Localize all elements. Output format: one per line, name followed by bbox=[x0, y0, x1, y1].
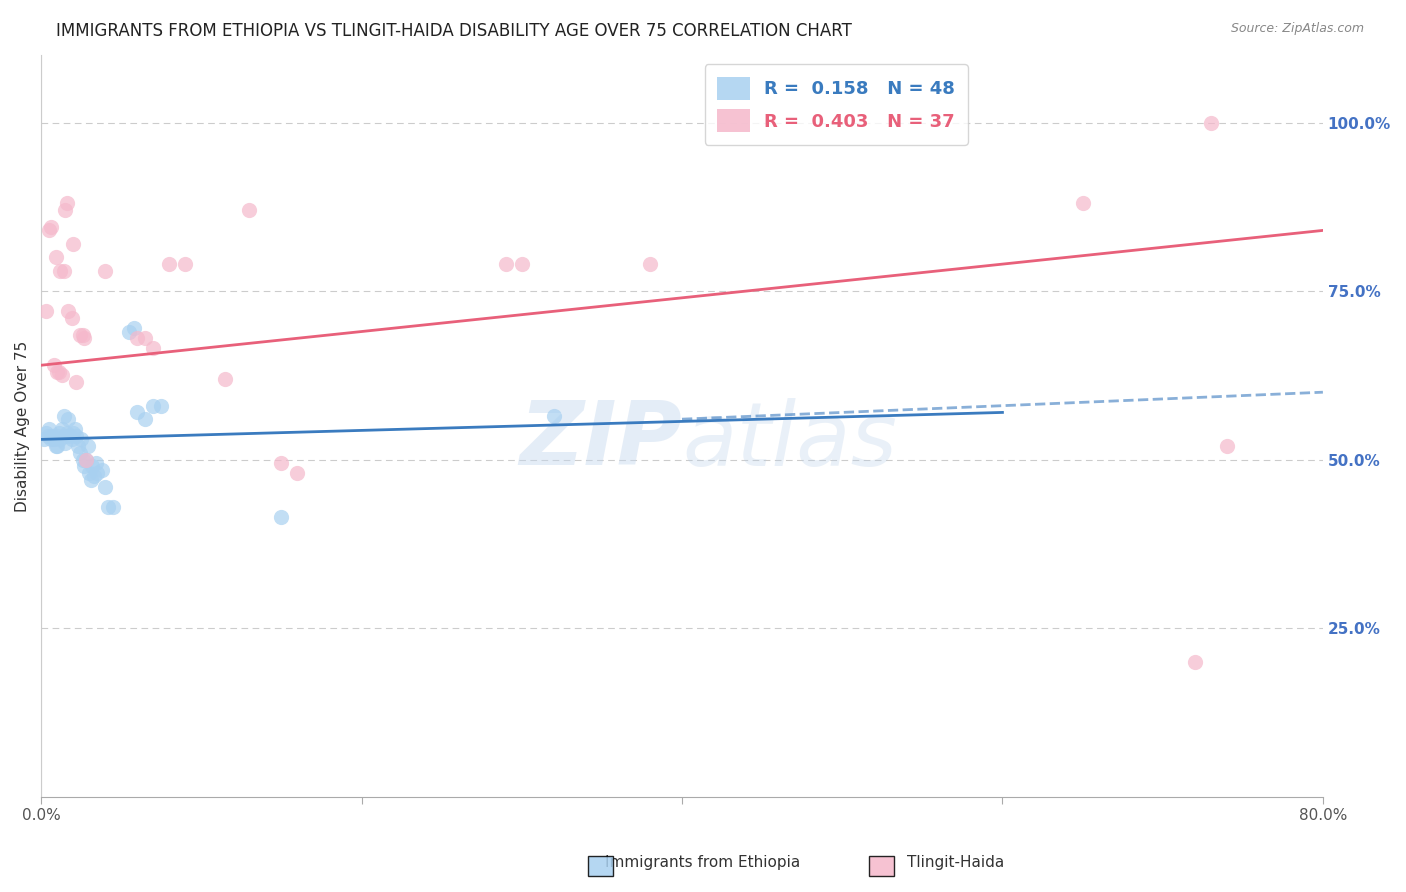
Point bbox=[49, 264, 72, 278]
Point bbox=[46, 439, 69, 453]
Text: Source: ZipAtlas.com: Source: ZipAtlas.com bbox=[1230, 22, 1364, 36]
Point bbox=[1071, 196, 1094, 211]
Point bbox=[142, 399, 165, 413]
Point bbox=[1216, 439, 1239, 453]
Point bbox=[118, 325, 141, 339]
Point bbox=[44, 439, 66, 453]
Point bbox=[58, 412, 80, 426]
Point bbox=[174, 257, 197, 271]
Point bbox=[41, 429, 63, 443]
Point bbox=[238, 203, 260, 218]
Point bbox=[97, 500, 120, 514]
Point bbox=[142, 342, 165, 356]
Point bbox=[39, 220, 62, 235]
Point bbox=[94, 264, 117, 278]
Point bbox=[287, 466, 309, 480]
Point bbox=[39, 433, 62, 447]
Point bbox=[46, 429, 69, 443]
Point bbox=[70, 433, 93, 447]
Text: atlas: atlas bbox=[682, 398, 897, 483]
Point bbox=[38, 223, 60, 237]
Point bbox=[76, 439, 98, 453]
Point bbox=[82, 459, 104, 474]
Point bbox=[55, 196, 77, 211]
Point bbox=[62, 236, 84, 251]
Point bbox=[157, 257, 180, 271]
Point bbox=[53, 435, 76, 450]
Legend: R =  0.158   N = 48, R =  0.403   N = 37: R = 0.158 N = 48, R = 0.403 N = 37 bbox=[704, 64, 967, 145]
Point bbox=[60, 311, 83, 326]
Point bbox=[66, 439, 89, 453]
Y-axis label: Disability Age Over 75: Disability Age Over 75 bbox=[15, 340, 30, 511]
Point bbox=[543, 409, 565, 423]
Point bbox=[72, 327, 94, 342]
Point bbox=[53, 203, 76, 218]
Point bbox=[65, 375, 87, 389]
Point bbox=[127, 405, 149, 419]
Point bbox=[37, 429, 59, 443]
Point bbox=[42, 358, 65, 372]
Point bbox=[34, 433, 56, 447]
Point bbox=[38, 422, 60, 436]
Point bbox=[51, 368, 73, 383]
Point bbox=[53, 429, 76, 443]
Point bbox=[75, 452, 97, 467]
Point bbox=[86, 466, 108, 480]
Point bbox=[91, 463, 114, 477]
Point bbox=[58, 304, 80, 318]
Point bbox=[65, 429, 87, 443]
Point bbox=[134, 331, 156, 345]
Point bbox=[35, 425, 58, 440]
Point bbox=[77, 466, 100, 480]
Point bbox=[150, 399, 173, 413]
Point bbox=[1184, 655, 1206, 669]
Point bbox=[49, 433, 72, 447]
Point bbox=[35, 304, 58, 318]
Point bbox=[72, 452, 94, 467]
Point bbox=[52, 264, 75, 278]
Point bbox=[44, 251, 66, 265]
Point bbox=[69, 446, 91, 460]
Text: IMMIGRANTS FROM ETHIOPIA VS TLINGIT-HAIDA DISABILITY AGE OVER 75 CORRELATION CHA: IMMIGRANTS FROM ETHIOPIA VS TLINGIT-HAID… bbox=[56, 22, 852, 40]
Point bbox=[83, 469, 105, 483]
Point bbox=[75, 452, 97, 467]
Point bbox=[51, 422, 73, 436]
Point bbox=[73, 459, 96, 474]
Point bbox=[48, 425, 70, 440]
Point bbox=[270, 509, 292, 524]
Point bbox=[94, 479, 117, 493]
Point bbox=[52, 409, 75, 423]
Point bbox=[46, 365, 69, 379]
Point bbox=[80, 473, 103, 487]
Point bbox=[73, 331, 96, 345]
Text: ZIP: ZIP bbox=[519, 397, 682, 484]
Point bbox=[42, 433, 65, 447]
Point bbox=[60, 433, 83, 447]
Point bbox=[63, 422, 86, 436]
Point bbox=[48, 365, 70, 379]
Point bbox=[62, 425, 84, 440]
Point bbox=[59, 429, 82, 443]
Point bbox=[103, 500, 125, 514]
Point bbox=[270, 456, 292, 470]
Point bbox=[1199, 115, 1222, 129]
Point bbox=[134, 412, 156, 426]
Point bbox=[84, 456, 107, 470]
Text: Tlingit-Haida: Tlingit-Haida bbox=[907, 855, 1005, 870]
Point bbox=[69, 327, 91, 342]
Point bbox=[510, 257, 533, 271]
Point bbox=[214, 372, 236, 386]
Point bbox=[122, 321, 145, 335]
Text: Immigrants from Ethiopia: Immigrants from Ethiopia bbox=[606, 855, 800, 870]
Point bbox=[495, 257, 517, 271]
Point bbox=[638, 257, 661, 271]
Point bbox=[127, 331, 149, 345]
Point bbox=[55, 425, 77, 440]
